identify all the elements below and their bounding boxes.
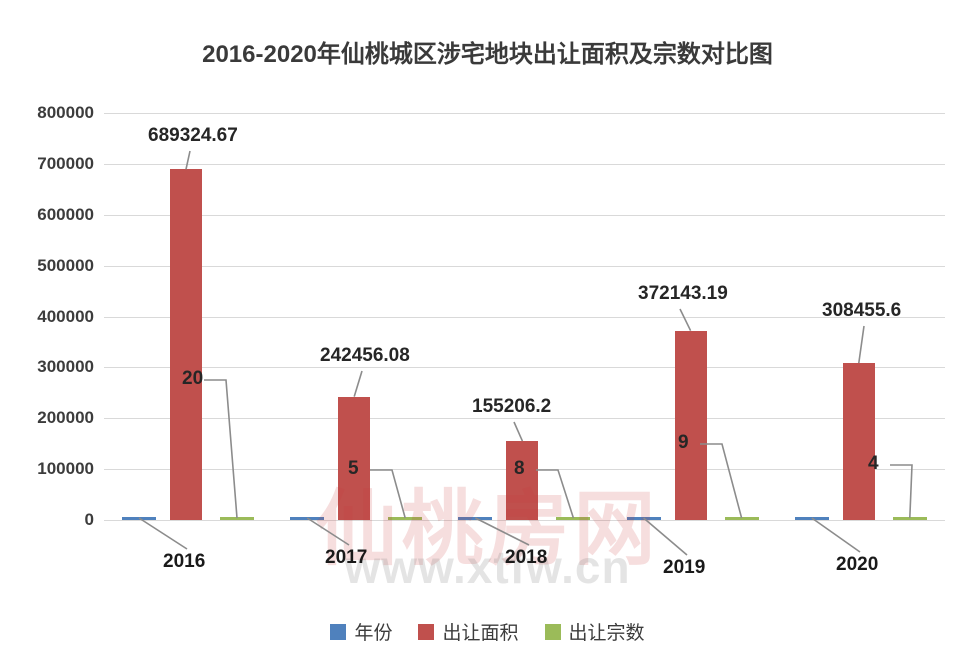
data-label-count: 8: [514, 458, 525, 479]
data-label-area: 372143.19: [638, 283, 728, 304]
bar-group: [104, 113, 272, 520]
chart-title: 2016-2020年仙桃城区涉宅地块出让面积及宗数对比图: [202, 41, 773, 68]
y-axis-tick-label: 200000: [37, 408, 94, 428]
x-axis-category-label: 2020: [836, 554, 879, 575]
bar-group: [777, 113, 945, 520]
bar-group: [272, 113, 440, 520]
bar-出让宗数[interactable]: [220, 517, 254, 520]
data-label-area: 308455.6: [822, 300, 902, 321]
bar-出让宗数[interactable]: [724, 517, 759, 520]
gridline: [104, 113, 945, 114]
legend-swatch-icon: [330, 623, 347, 640]
bar-出让宗数[interactable]: [388, 517, 423, 520]
data-label-count: 9: [678, 432, 689, 453]
bar-出让面积[interactable]: [674, 330, 707, 520]
data-label-count: 20: [182, 368, 204, 389]
gridline: [104, 163, 945, 165]
y-axis-tick-label: 700000: [37, 153, 94, 173]
x-axis-category-label: 2016: [163, 551, 206, 572]
legend-label: 出让面积: [442, 623, 519, 644]
y-axis-tick-label: 600000: [37, 204, 94, 224]
chart-legend: 年份 出让面积 出让宗数: [0, 618, 975, 645]
bar-group: [440, 113, 608, 520]
gridline: [104, 214, 945, 216]
y-axis-tick-label: 800000: [37, 103, 94, 122]
bar-出让面积[interactable]: [506, 441, 539, 520]
bar-年份[interactable]: [122, 517, 156, 520]
gridline: [104, 520, 945, 521]
legend-swatch-icon: [418, 623, 435, 640]
bar-group: [609, 113, 777, 520]
x-axis-category-label: 2019: [663, 557, 706, 578]
bar-年份[interactable]: [458, 517, 493, 520]
bar-出让面积[interactable]: [338, 396, 371, 520]
data-label-count: 5: [348, 458, 359, 479]
legend-label: 出让宗数: [568, 623, 645, 644]
x-axis-category-label: 2018: [505, 547, 548, 568]
legend-swatch-icon: [544, 623, 561, 640]
legend-item[interactable]: 年份: [330, 618, 392, 645]
y-axis-tick-label: 400000: [37, 306, 94, 326]
gridline: [104, 316, 945, 318]
bar-出让面积[interactable]: [170, 169, 202, 520]
x-axis-category-label: 2017: [325, 547, 368, 568]
bar-年份[interactable]: [794, 517, 829, 520]
legend-item[interactable]: 出让面积: [418, 618, 519, 645]
gridline: [104, 265, 945, 267]
y-axis-tick-label: 0: [84, 510, 94, 529]
data-label-area: 242456.08: [320, 345, 410, 366]
gridline: [104, 367, 945, 369]
data-label-area: 155206.2: [472, 396, 552, 417]
bar-出让面积[interactable]: [842, 363, 875, 520]
y-axis-tick-label: 100000: [37, 459, 94, 479]
legend-item[interactable]: 出让宗数: [544, 618, 645, 645]
plot-area: [104, 113, 945, 521]
bar-年份[interactable]: [290, 517, 325, 520]
watermark-url: www.xtfw.cn: [344, 541, 631, 593]
gridline: [104, 418, 945, 420]
bar-出让宗数[interactable]: [892, 517, 927, 520]
legend-label: 年份: [354, 623, 393, 644]
bar-年份[interactable]: [626, 517, 661, 520]
bar-出让宗数[interactable]: [556, 517, 591, 520]
data-label-area: 689324.67: [148, 125, 238, 146]
y-axis-tick-label: 500000: [37, 255, 94, 275]
y-axis-tick-label: 300000: [37, 357, 94, 377]
data-label-count: 4: [868, 453, 879, 474]
